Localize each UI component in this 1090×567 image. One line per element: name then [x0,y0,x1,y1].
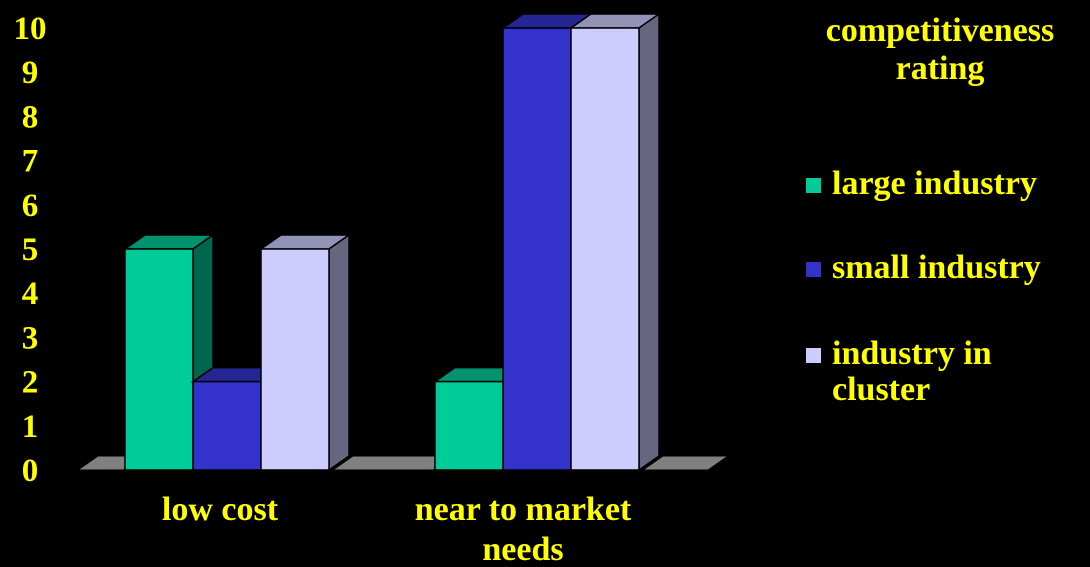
legend-title: competitiveness rating [790,12,1090,88]
y-tick-label: 4 [22,276,39,312]
bar-front-face [434,380,504,471]
legend-label: large industry [832,166,1090,202]
y-tick-label: 8 [22,99,39,135]
bar-front-face [502,27,572,471]
legend-swatch-large-industry [806,178,821,193]
bar-side-face [328,233,350,472]
y-tick-label: 7 [22,144,39,180]
legend-title-line: competitiveness [825,12,1055,49]
y-tick-label: 10 [14,11,47,47]
y-tick-label: 3 [22,320,39,356]
x-category-label: needs [482,531,563,567]
y-tick-label: 5 [22,232,39,268]
bar [122,233,216,472]
x-category-label: near to market [415,491,632,528]
y-axis-tick-labels: 0 1 2 3 4 5 6 7 8 9 10 [14,11,47,489]
legend-label-line: cluster [832,371,931,408]
legend-swatch-small-industry [806,262,821,277]
legend-label: industry in cluster [832,336,1090,408]
legend-label-line: large industry [832,165,1037,202]
bar-side-face [638,12,660,472]
legend-label: small industry [832,250,1090,286]
bar-front-face [192,380,262,471]
x-category-label: low cost [162,491,279,528]
legend-label-line: industry in [832,335,992,372]
legend-title-line: rating [895,50,985,87]
bar [258,233,352,472]
y-tick-label: 1 [22,409,39,445]
y-tick-label: 2 [22,365,39,401]
bars [122,12,662,472]
y-tick-label: 9 [22,55,39,91]
bar [568,12,662,472]
legend-swatch-industry-in-cluster [806,348,821,363]
bar-front-face [570,27,640,471]
floor-segment [641,455,730,471]
bar-front-face [124,248,194,471]
y-tick-label: 0 [22,453,39,489]
legend-label-line: small industry [832,249,1041,286]
y-tick-label: 6 [22,188,39,224]
bar-front-face [260,248,330,471]
